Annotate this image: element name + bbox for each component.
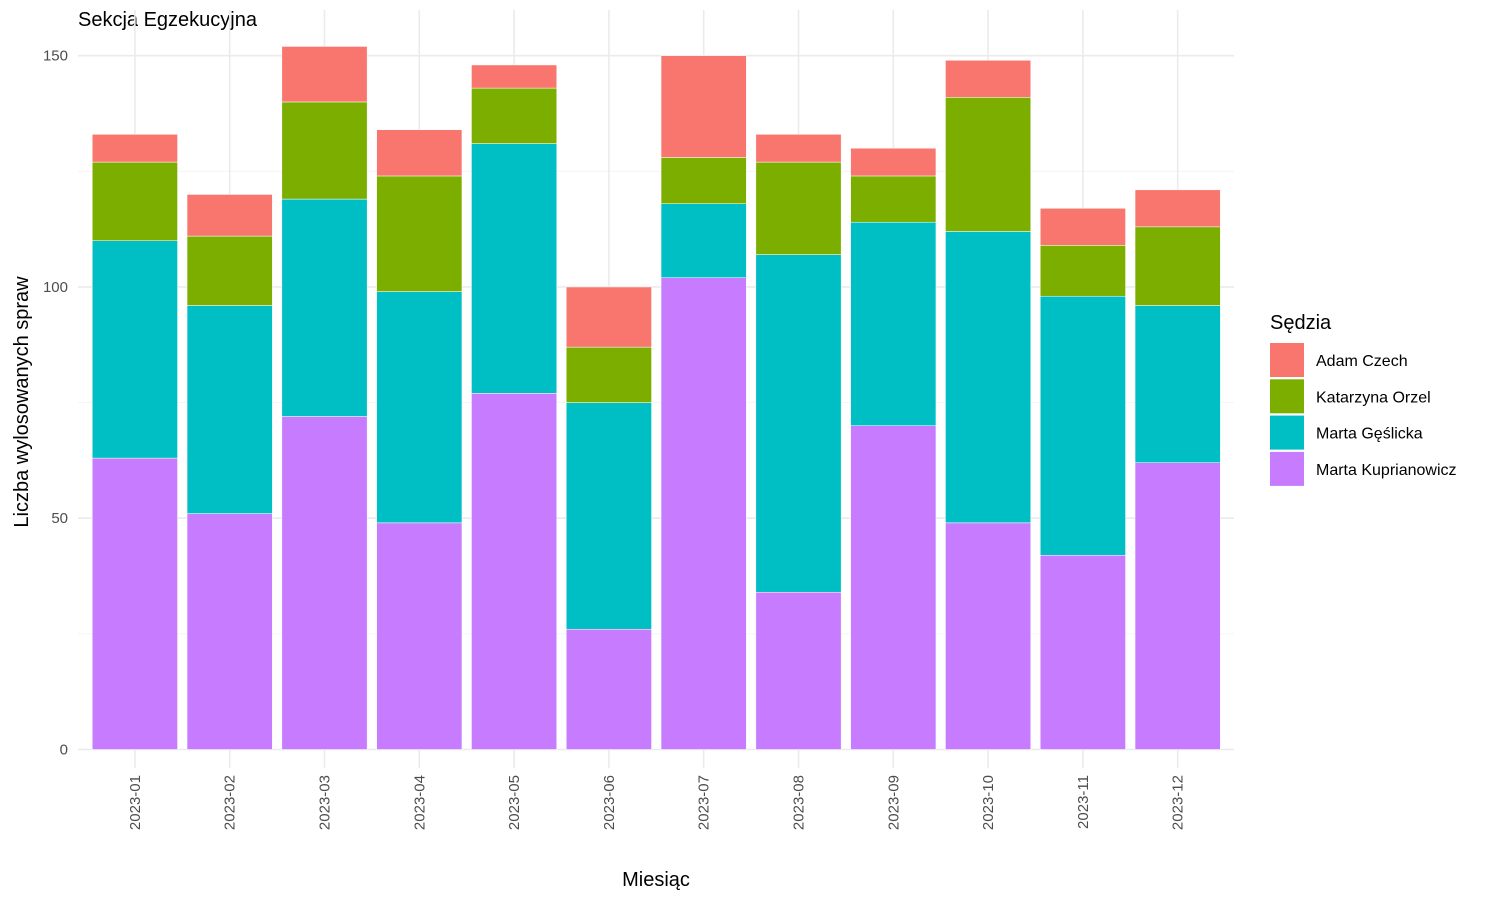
bar-segment — [945, 97, 1032, 232]
bar-segment — [376, 175, 463, 292]
bar-segment — [660, 203, 747, 278]
x-tick-label: 2023-04 — [411, 775, 428, 830]
bar-segment — [850, 147, 937, 177]
bar-segment — [281, 416, 368, 750]
x-tick-label: 2023-06 — [601, 775, 618, 830]
legend: Sędzia Adam Czech Katarzyna Orzel Marta Gę… — [1270, 312, 1457, 486]
bar-segment — [1134, 226, 1221, 306]
bar-segment — [1134, 305, 1221, 463]
x-axis-title: Miesiąc — [622, 869, 690, 891]
legend-label: Katarzyna Orzel — [1316, 389, 1431, 406]
bar-segment — [281, 198, 368, 417]
legend-label: Marta Gęślicka — [1316, 426, 1423, 443]
bar-segment — [1134, 462, 1221, 750]
legend-key — [1270, 415, 1304, 450]
bar-segment — [566, 286, 652, 348]
bar-segment — [186, 235, 273, 306]
x-tick-label: 2023-05 — [506, 775, 523, 830]
legend-key — [1270, 343, 1304, 377]
bar-segment — [566, 346, 652, 403]
bar-segment — [376, 291, 463, 524]
x-tick-label: 2023-11 — [1075, 775, 1092, 829]
y-axis-ticks: 0 50 100 150 — [43, 48, 68, 759]
y-tick-label: 0 — [60, 742, 68, 759]
x-tick-label: 2023-02 — [222, 775, 239, 830]
bar-segment — [850, 175, 937, 223]
y-tick-label: 100 — [43, 279, 68, 296]
bar-segment — [945, 231, 1032, 524]
bar-segment — [850, 221, 937, 426]
bar-segment — [92, 240, 178, 459]
x-tick-label: 2023-01 — [127, 775, 144, 830]
bar-segment — [281, 46, 368, 103]
bar-segment — [755, 161, 842, 255]
bar-segment — [945, 522, 1032, 750]
bar-segment — [755, 591, 842, 750]
legend-label: Adam Czech — [1316, 353, 1408, 370]
bar-segment — [471, 143, 558, 394]
legend-title: Sędzia — [1270, 312, 1332, 334]
bar-segment — [1134, 189, 1221, 228]
legend-key — [1270, 451, 1304, 486]
bar-segment — [566, 628, 652, 750]
bar-segment — [660, 55, 747, 158]
bar-segment — [376, 129, 463, 177]
bar-segment — [281, 101, 368, 200]
bar-segment — [1040, 554, 1126, 750]
bar-segment — [945, 60, 1032, 98]
bar-segment — [186, 194, 273, 237]
chart-title: Sekcja Egzekucyjna — [78, 9, 258, 31]
bar-segment — [660, 277, 747, 750]
bar-segment — [850, 425, 937, 750]
bar-segment — [660, 157, 747, 204]
x-tick-label: 2023-10 — [980, 775, 997, 830]
bar-segment — [92, 134, 178, 163]
x-tick-label: 2023-03 — [317, 775, 334, 830]
bar-segment — [471, 87, 558, 144]
bar-segment — [186, 305, 273, 514]
bars-group — [92, 46, 1221, 750]
bar-segment — [755, 254, 842, 593]
bar-segment — [186, 513, 273, 750]
bar-segment — [1040, 295, 1126, 556]
bar-segment — [1040, 208, 1126, 246]
bar-segment — [471, 393, 558, 750]
x-axis-ticks: 2023-01 2023-02 2023-03 2023-04 2023-05 2023-… — [127, 775, 1187, 830]
y-tick-label: 150 — [43, 48, 68, 65]
x-tick-label: 2023-12 — [1170, 775, 1187, 830]
bar-segment — [471, 64, 558, 89]
legend-key — [1270, 379, 1304, 414]
bar-segment — [1040, 245, 1126, 297]
x-tick-label: 2023-09 — [885, 775, 902, 830]
y-axis-title: Liczba wylosowanych spraw — [11, 276, 33, 528]
x-tick-label: 2023-08 — [791, 775, 808, 830]
bar-segment — [566, 402, 652, 630]
bar-segment — [755, 134, 842, 163]
bar-segment — [92, 161, 178, 241]
bar-segment — [376, 522, 463, 750]
bar-segment — [92, 457, 178, 750]
legend-label: Marta Kuprianowicz — [1316, 462, 1457, 479]
x-tick-label: 2023-07 — [696, 775, 713, 830]
y-tick-label: 50 — [51, 510, 68, 527]
